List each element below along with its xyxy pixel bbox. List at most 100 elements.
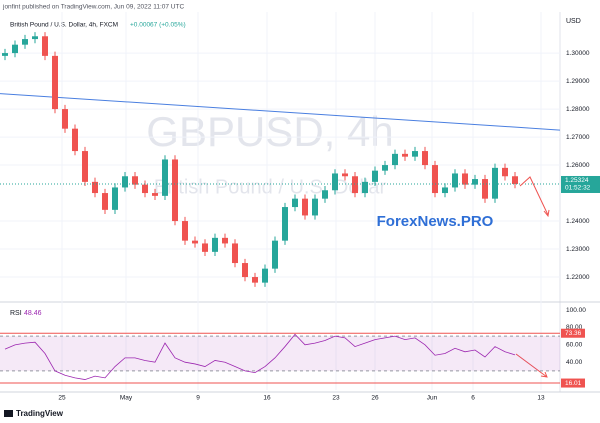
candle-body	[72, 128, 78, 152]
rsi-level-box	[561, 378, 585, 388]
plot	[0, 32, 561, 287]
y-tick-label: 1.28000	[566, 106, 590, 113]
x-tick-label: 16	[263, 395, 271, 402]
projection-arrow	[519, 176, 550, 218]
candle-body	[512, 176, 518, 184]
candle-body	[42, 36, 48, 56]
rsi-level-box	[561, 328, 585, 338]
x-tick-label: 26	[371, 395, 379, 402]
candle-body	[482, 179, 488, 199]
candle-body	[192, 240, 198, 244]
candle-body	[452, 173, 458, 188]
rsi-tick-label: 80.00	[566, 324, 583, 331]
candle-body	[52, 55, 58, 110]
candle-body	[252, 277, 258, 283]
rsi-value: 48.46	[24, 310, 42, 317]
publisher: jonfint published on TradingView.com, Ju…	[2, 4, 184, 11]
candle-body	[342, 173, 348, 177]
watermark-subtitle: British Pound / U.S. Dollar	[154, 176, 387, 198]
x-tick-label: 6	[471, 395, 475, 402]
candle-body	[472, 179, 478, 185]
x-tick-label: 13	[537, 395, 545, 402]
x-tick-label: May	[120, 395, 133, 402]
x-tick-label: 9	[196, 395, 200, 402]
candle-body	[152, 193, 158, 196]
rsi-line	[4, 333, 516, 380]
last-price-box	[561, 175, 600, 193]
candle-body	[22, 39, 28, 45]
candle-body	[212, 237, 218, 252]
candle-body	[352, 176, 358, 194]
candle-body	[242, 263, 248, 278]
candle-body	[402, 153, 408, 157]
candle-body	[372, 170, 378, 182]
candle-body	[112, 187, 118, 210]
candle-body	[442, 187, 448, 194]
candle-body	[292, 198, 298, 208]
candle-body	[332, 173, 338, 191]
x-tick-label: 25	[58, 395, 66, 402]
change: +0.00067 (+0.05%)	[130, 22, 186, 29]
candle-body	[232, 243, 238, 264]
candle-body	[162, 159, 168, 196]
rsi-tick-label: 40.00	[566, 359, 583, 366]
candle-body	[82, 151, 88, 182]
candle-body	[202, 243, 208, 252]
rsi-projection-arrow	[515, 353, 548, 378]
y-tick-label: 1.27000	[566, 134, 590, 141]
y-tick-label: 1.23000	[566, 246, 590, 253]
candle-body	[392, 153, 398, 166]
currency: USD	[566, 18, 581, 25]
candle-body	[92, 181, 98, 194]
rsi-tick-label: 100.00	[566, 307, 586, 314]
y-tick-label: 1.22000	[566, 274, 590, 281]
rsi-band	[0, 336, 560, 371]
watermark: GBPUSD, 4h	[146, 108, 393, 155]
candle-body	[302, 198, 308, 216]
candle-body	[62, 109, 68, 129]
candle-body	[12, 44, 18, 54]
candle-body	[172, 159, 178, 222]
candle-body	[462, 173, 468, 185]
trendline	[0, 93, 561, 131]
candle-body	[222, 237, 228, 244]
countdown: 01:52:32	[565, 185, 591, 192]
x-tick-label: 23	[332, 395, 340, 402]
candle-body	[32, 36, 38, 40]
candle-body	[502, 167, 508, 177]
y-tick-label: 1.26000	[566, 162, 590, 169]
candle-body	[312, 198, 318, 216]
brand: ForexNews.PRO	[377, 213, 494, 230]
candle-body	[2, 53, 8, 56]
rsi-level-label: 73.36	[565, 330, 582, 337]
candle-body	[122, 176, 128, 188]
y-tick-label: 1.30000	[566, 50, 590, 57]
rsi-level-label: 16.01	[565, 380, 582, 387]
rsi-tick-label: 60.00	[566, 342, 583, 349]
candle-body	[492, 167, 498, 199]
title: British Pound / U.S. Dollar, 4h, FXCM	[10, 22, 118, 29]
rsi-name: RSI	[10, 310, 22, 317]
candle-body	[432, 165, 438, 194]
candle-body	[142, 184, 148, 194]
candle-body	[412, 151, 418, 157]
candle-body	[322, 190, 328, 199]
candle-body	[382, 165, 388, 171]
candle-body	[272, 240, 278, 269]
x-tick-label: Jun	[427, 395, 438, 402]
y-tick-label: 1.29000	[566, 78, 590, 85]
candle-body	[422, 151, 428, 166]
last-price: 1.25324	[565, 177, 589, 184]
candle-body	[132, 176, 138, 185]
candle-body	[362, 181, 368, 194]
candle-body	[182, 221, 188, 241]
grid	[0, 12, 560, 390]
candle-body	[282, 207, 288, 241]
footer-logo	[4, 410, 13, 417]
candle-body	[102, 193, 108, 210]
footer: TradingView	[16, 409, 64, 418]
y-tick-label: 1.24000	[566, 218, 590, 225]
candle-body	[262, 268, 268, 283]
